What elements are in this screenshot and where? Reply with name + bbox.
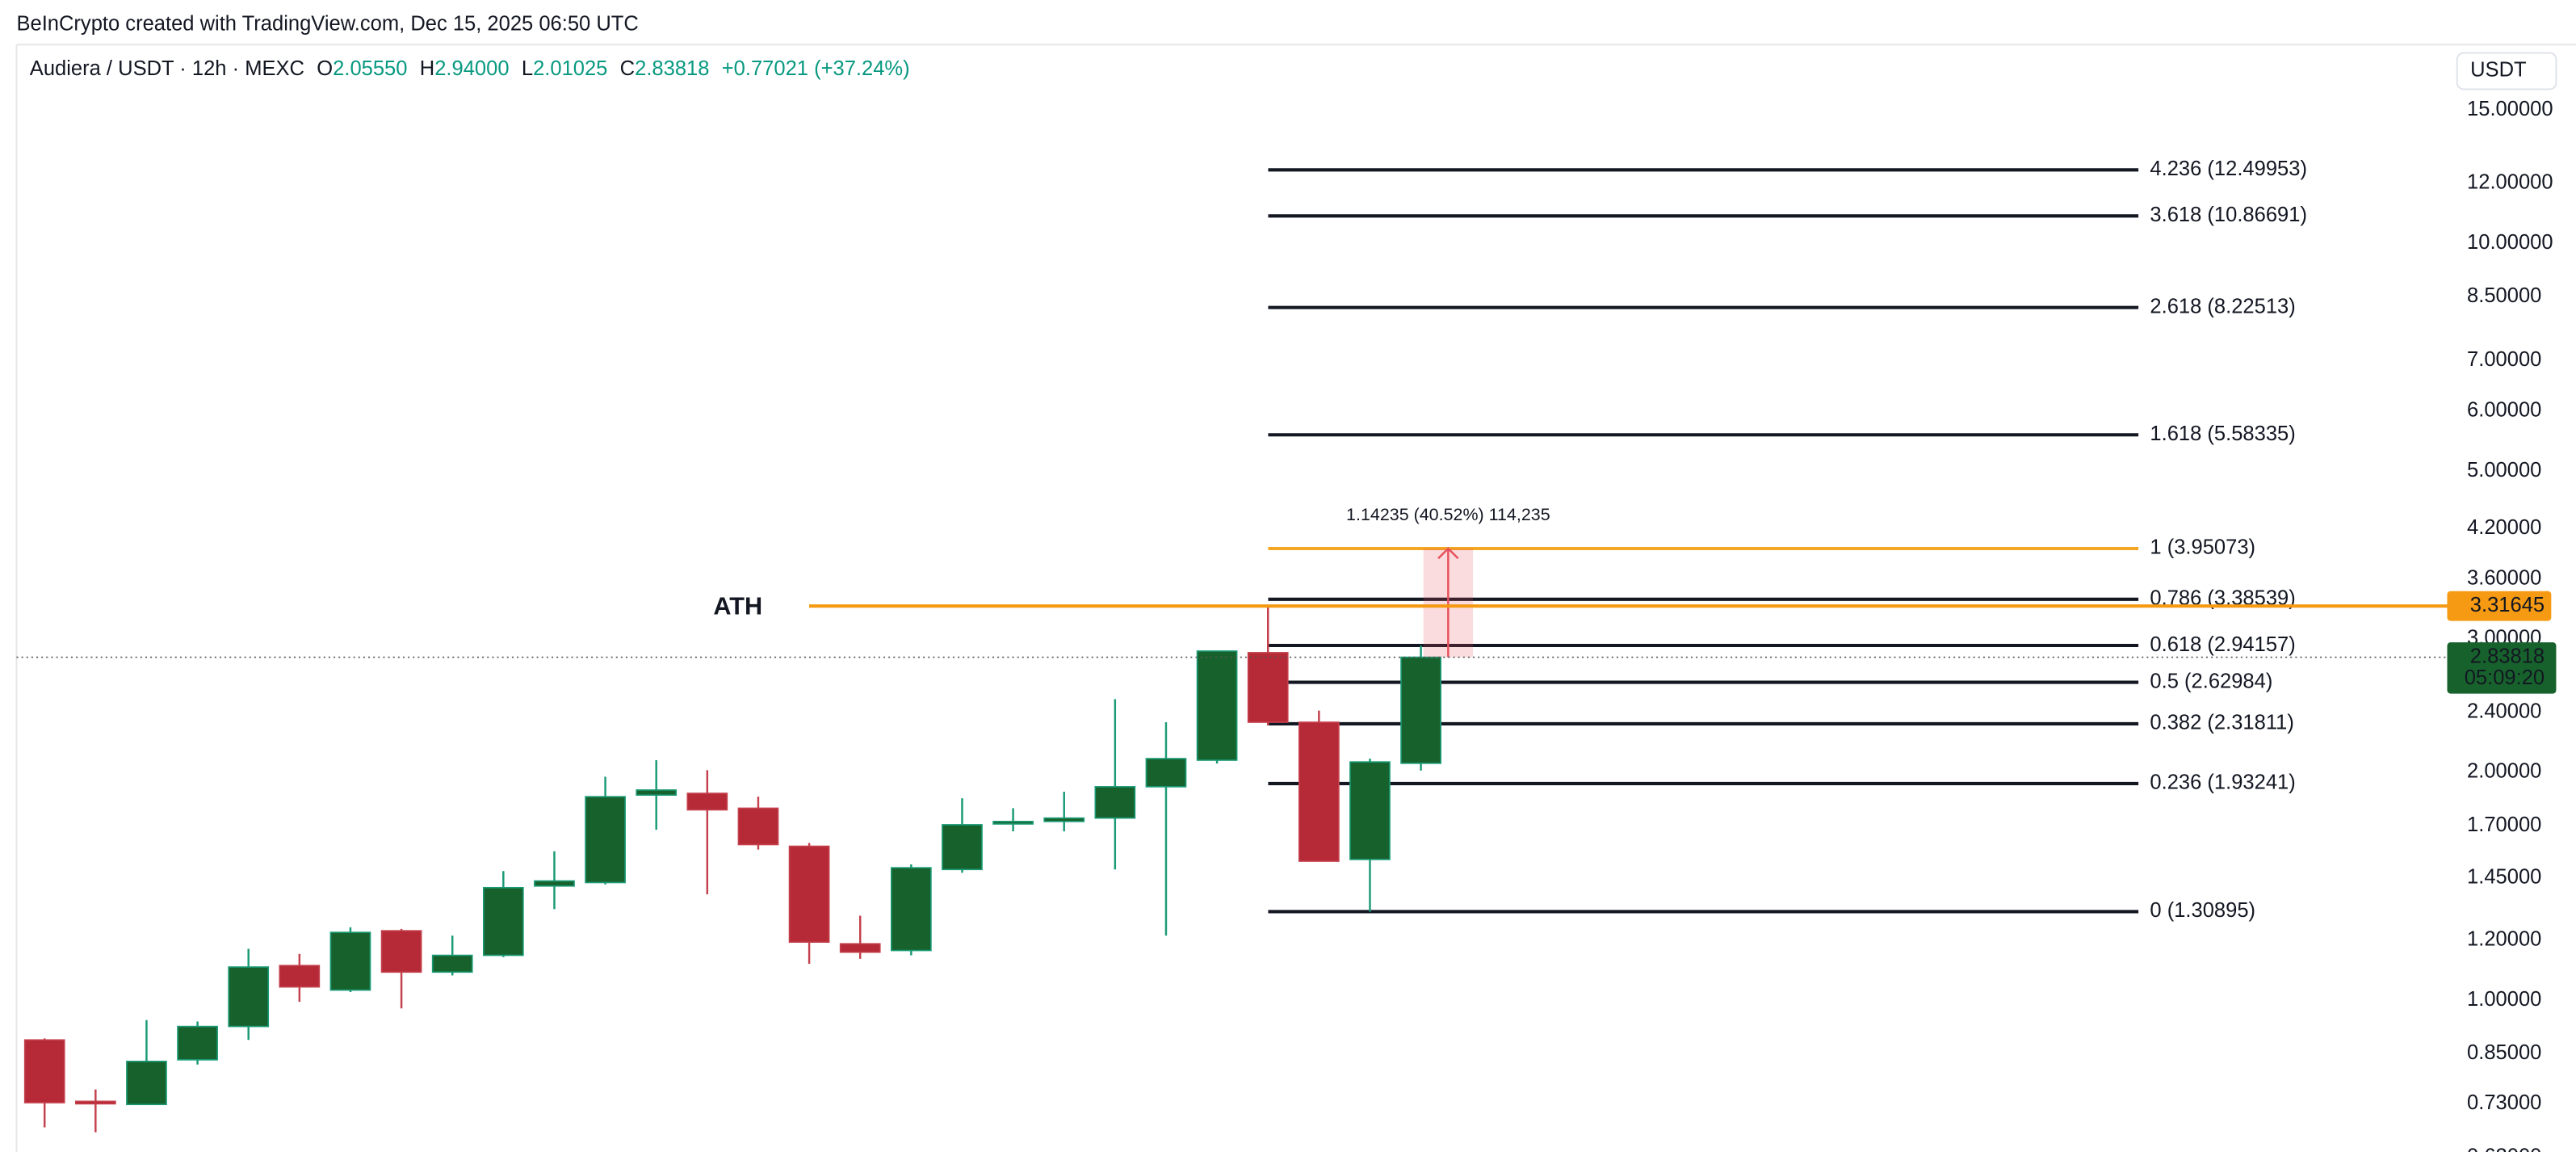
candle-body bbox=[1145, 758, 1187, 788]
measure-arrowhead bbox=[1437, 547, 1459, 560]
ath-tag bbox=[2447, 591, 2552, 621]
legend: Audiera / USDT · 12h · MEXC O2.05550 H2.… bbox=[30, 57, 910, 80]
candle-body bbox=[482, 886, 524, 956]
c-value: 2.83818 bbox=[635, 57, 709, 80]
y-tick-label: 10.00000 bbox=[2467, 231, 2553, 254]
fib-label: 1.618 (5.58335) bbox=[2150, 423, 2295, 445]
y-tick-label: 0.73000 bbox=[2467, 1091, 2541, 1114]
candle-body bbox=[1247, 652, 1289, 723]
candle-body bbox=[126, 1061, 167, 1105]
candle-body bbox=[992, 821, 1034, 825]
credit: BeInCrypto created with TradingView.com,… bbox=[16, 12, 638, 35]
y-tick-label: 2.40000 bbox=[2467, 700, 2541, 723]
fib-label: 0.5 (2.62984) bbox=[2150, 670, 2272, 692]
y-tick-label: 0.85000 bbox=[2467, 1041, 2541, 1064]
y-tick-label: 3.60000 bbox=[2467, 567, 2541, 590]
fib-label: 1 (3.95073) bbox=[2150, 536, 2255, 559]
y-tick-label: 1.45000 bbox=[2467, 866, 2541, 889]
ath-tag-label: 3.31645 bbox=[2470, 594, 2545, 616]
candle-body bbox=[74, 1100, 116, 1105]
fib-label: 0.382 (2.31811) bbox=[2150, 712, 2293, 734]
o-value: 2.05550 bbox=[333, 57, 407, 80]
countdown: 05:09:20 bbox=[2465, 666, 2545, 689]
y-tick-label: 4.20000 bbox=[2467, 516, 2541, 539]
y-tick-label: 1.70000 bbox=[2467, 814, 2541, 836]
candle-body bbox=[431, 954, 473, 973]
y-tick-label: 12.00000 bbox=[2467, 171, 2553, 194]
y-tick-label: 1.20000 bbox=[2467, 928, 2541, 951]
candle-body bbox=[839, 943, 881, 953]
candle-body bbox=[228, 966, 270, 1028]
fib-label: 0.618 (2.94157) bbox=[2150, 633, 2295, 656]
o-key: O bbox=[317, 57, 333, 80]
change: +0.77021 (+37.24%) bbox=[722, 57, 910, 80]
h-value: 2.94000 bbox=[434, 57, 509, 80]
y-tick-label: 5.00000 bbox=[2467, 459, 2541, 481]
y-tick-label: 0.62000 bbox=[2467, 1145, 2541, 1152]
candle-body bbox=[788, 845, 830, 944]
candle-body bbox=[1400, 656, 1441, 764]
y-tick-label: 15.00000 bbox=[2467, 98, 2553, 120]
y-tick-label: 8.50000 bbox=[2467, 284, 2541, 307]
candle-body bbox=[329, 931, 371, 991]
symbol: Audiera / USDT · 12h · MEXC bbox=[30, 57, 304, 80]
fib-label: 4.236 (12.49953) bbox=[2150, 158, 2307, 180]
fib-label: 0 (1.30895) bbox=[2150, 899, 2255, 922]
candle-body bbox=[279, 965, 321, 988]
fib-label: 2.618 (8.22513) bbox=[2150, 295, 2295, 317]
y-tick-label: 6.00000 bbox=[2467, 399, 2541, 422]
candle-body bbox=[1196, 650, 1238, 761]
candle-body bbox=[1094, 786, 1136, 819]
currency: USDT bbox=[2470, 59, 2527, 82]
candle-body bbox=[890, 867, 932, 952]
candle-body bbox=[1349, 761, 1391, 860]
c-key: C bbox=[620, 57, 635, 80]
price-tag-label: 2.83818 bbox=[2470, 645, 2545, 667]
candle-body bbox=[23, 1039, 65, 1104]
fib-label: 0.236 (1.93241) bbox=[2150, 772, 2295, 794]
candle-body bbox=[177, 1025, 218, 1061]
l-key: L bbox=[522, 57, 533, 80]
candle-body bbox=[686, 793, 728, 811]
candle-body bbox=[1298, 721, 1340, 862]
ath-label: ATH bbox=[713, 591, 762, 620]
price-tag bbox=[2447, 642, 2557, 694]
candle-body bbox=[942, 824, 983, 871]
candle-body bbox=[380, 930, 422, 973]
currency-box[interactable] bbox=[2456, 52, 2557, 90]
y-tick-label: 2.00000 bbox=[2467, 760, 2541, 783]
candle-body bbox=[737, 807, 779, 846]
candle-body bbox=[534, 880, 575, 887]
fib-label: 3.618 (10.86691) bbox=[2150, 204, 2307, 226]
h-key: H bbox=[420, 57, 434, 80]
measure-label: 1.14235 (40.52%) 114,235 bbox=[1346, 505, 1550, 524]
candle-body bbox=[636, 789, 678, 797]
y-tick-label: 1.00000 bbox=[2467, 988, 2541, 1011]
l-value: 2.01025 bbox=[533, 57, 607, 80]
candle-body bbox=[1043, 817, 1085, 822]
y-tick-label: 7.00000 bbox=[2467, 348, 2541, 371]
candle-body bbox=[585, 796, 626, 884]
